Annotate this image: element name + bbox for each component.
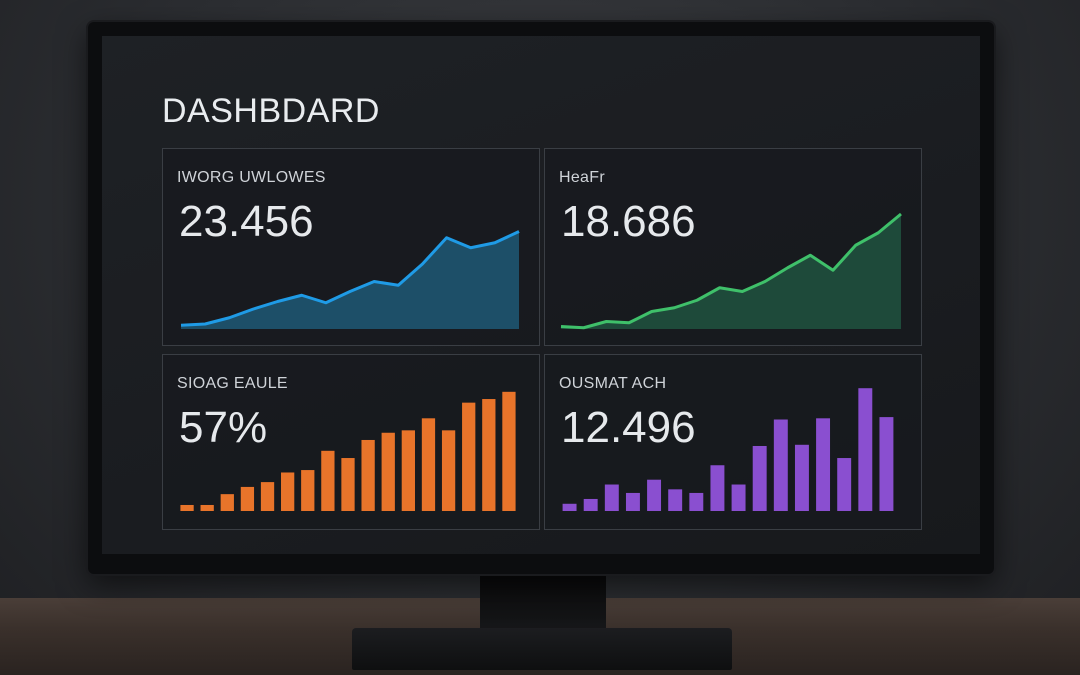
metric-area-chart	[180, 230, 520, 329]
chart-bar	[858, 388, 873, 511]
metric-card-value: 18.686	[561, 197, 696, 246]
metric-card-value: 12.496	[561, 403, 696, 452]
chart-bar	[773, 419, 788, 511]
metric-card-label: IWORG UWLOWES	[177, 169, 326, 186]
chart-bar	[668, 489, 683, 511]
chart-bar	[260, 482, 275, 511]
chart-bar	[381, 432, 395, 511]
chart-bar	[879, 417, 894, 511]
chart-bar	[361, 439, 375, 511]
metric-card-value: 57%	[179, 403, 268, 452]
chart-bar	[281, 472, 295, 511]
metric-card-2[interactable]: HeaFr 18.686	[544, 148, 922, 346]
dashboard-title: DASHBDARD	[162, 92, 380, 130]
chart-bar	[647, 479, 662, 511]
metric-card-4[interactable]: OUSMAT ACH 12.496	[544, 354, 922, 530]
chart-bar	[482, 399, 496, 511]
chart-area-fill	[561, 214, 901, 329]
chart-bar	[341, 458, 355, 511]
chart-bar	[752, 445, 767, 511]
metric-card-1[interactable]: IWORG UWLOWES 23.456	[162, 148, 540, 346]
metric-card-3[interactable]: SIOAG EAULE 57%	[162, 354, 540, 530]
chart-bar	[583, 498, 598, 511]
chart-bar	[689, 492, 704, 511]
metric-bar-chart	[562, 388, 894, 511]
chart-bar	[710, 465, 725, 511]
chart-bar	[301, 470, 315, 511]
chart-bar	[837, 458, 852, 511]
chart-bar	[731, 484, 746, 511]
chart-bar	[401, 430, 415, 511]
chart-bar	[321, 450, 335, 511]
monitor-stand-neck	[480, 574, 606, 630]
metric-area-chart	[560, 212, 902, 330]
chart-series-line	[180, 230, 520, 327]
chart-bar	[200, 504, 214, 511]
chart-bar	[240, 486, 255, 511]
chart-bar	[502, 391, 516, 511]
metric-card-label: HeaFr	[559, 169, 605, 186]
chart-bar	[816, 418, 831, 511]
chart-bar	[625, 492, 640, 511]
chart-bar	[441, 430, 456, 511]
chart-series-line	[560, 212, 902, 330]
chart-area-fill	[181, 231, 519, 329]
metric-card-label: SIOAG EAULE	[177, 375, 288, 392]
chart-bar	[421, 418, 436, 511]
metric-card-value: 23.456	[179, 197, 314, 246]
chart-bar	[220, 494, 234, 511]
chart-bar	[794, 444, 809, 511]
chart-bar	[604, 484, 619, 511]
dashboard-screen: DASHBDARD IWORG UWLOWES 23.456 HeaFr 18.…	[102, 36, 980, 554]
monitor-stand-base	[352, 628, 732, 670]
chart-bar	[562, 503, 577, 511]
monitor-bezel: DASHBDARD IWORG UWLOWES 23.456 HeaFr 18.…	[88, 22, 994, 574]
metric-card-label: OUSMAT ACH	[559, 375, 667, 392]
chart-bar	[462, 402, 476, 511]
metric-bar-chart	[180, 391, 516, 511]
chart-bar	[180, 504, 194, 511]
